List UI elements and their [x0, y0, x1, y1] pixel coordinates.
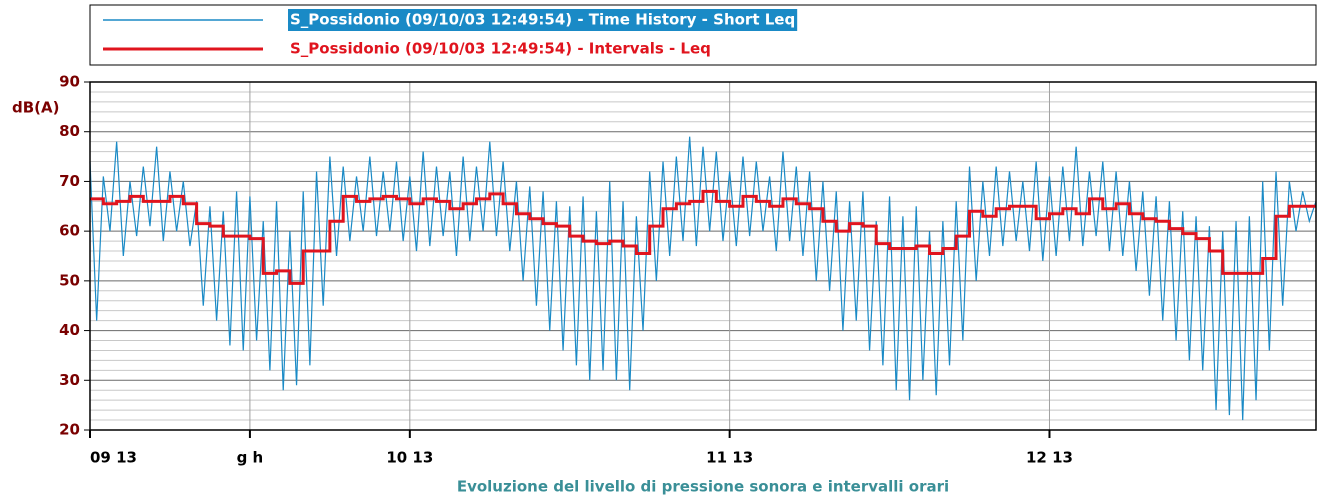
y-tick-label: 60 [59, 222, 80, 240]
y-tick-label: 90 [59, 73, 80, 91]
y-tick-label: 80 [59, 122, 80, 140]
x-tick-label: 11 13 [706, 449, 753, 467]
y-tick-label: 70 [59, 172, 80, 190]
plot-area [90, 82, 1316, 430]
y-tick-label: 50 [59, 271, 80, 289]
x-tick-label: 12 13 [1026, 449, 1073, 467]
y-tick-label: 30 [59, 371, 80, 389]
legend-highlight [288, 9, 798, 31]
y-tick-label: 20 [59, 421, 80, 439]
legend-label: S_Possidonio (09/10/03 12:49:54) - Time … [290, 11, 795, 29]
chart-title: Evoluzione del livello di pressione sono… [457, 478, 949, 496]
x-tick-label: 09 13 [90, 449, 137, 467]
y-tick-label: 40 [59, 321, 80, 339]
series-line [90, 189, 1316, 285]
x-tick-label: 10 13 [386, 449, 433, 467]
plot-frame [89, 81, 1317, 431]
x-tick-label: g h [237, 449, 264, 467]
y-axis-label: dB(A) [12, 99, 60, 117]
series-line [89, 136, 1317, 421]
legend-label: S_Possidonio (09/10/03 12:49:54) - Inter… [290, 40, 711, 58]
